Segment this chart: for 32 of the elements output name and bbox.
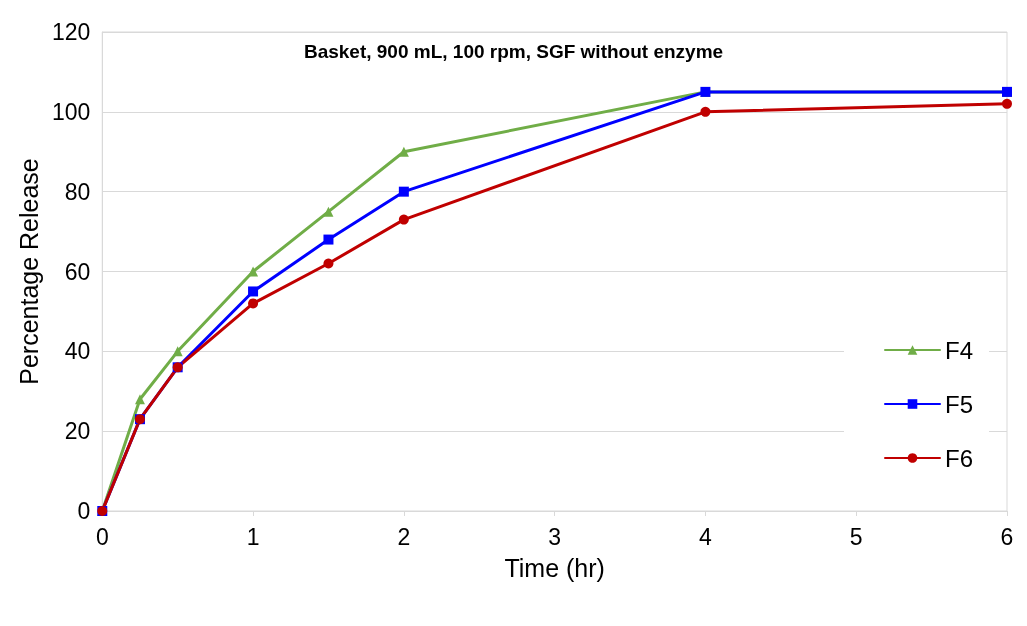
x-tick-label: 0 [95,523,109,550]
y-tick-label: 0 [77,498,91,524]
y-tick-label: 80 [64,178,91,205]
point [248,286,259,297]
y-tick-label: 120 [51,19,91,45]
point [172,346,183,357]
point [1002,98,1012,109]
x-tick-label: 1 [246,523,260,550]
y-tick-label: 20 [64,418,91,445]
point [398,214,409,225]
y-tick-label: 60 [64,258,91,285]
legend-label: F6 [944,444,974,472]
point [323,258,334,269]
x-tick-label: 6 [1000,523,1014,550]
point [248,266,259,277]
x-tick-label: 5 [849,523,863,550]
legend-label: F4 [944,336,974,364]
point [700,106,711,117]
annotation: Basket, 900 mL, 100 rpm, SGF without enzyme [303,41,724,62]
x-axis-title: Time (hr) [504,553,605,582]
point [323,234,334,245]
y-axis-title: Percentage Release [14,158,43,385]
x-tick-label: 3 [548,523,562,550]
y-tick-label: 40 [64,338,91,365]
point [323,206,334,217]
y-tick-label: 100 [51,98,91,125]
x-tick-label: 2 [397,523,411,550]
point [134,394,145,405]
legend-label: F5 [944,390,974,418]
x-tick-label: 4 [699,523,713,550]
point [398,186,409,197]
point [248,298,259,309]
